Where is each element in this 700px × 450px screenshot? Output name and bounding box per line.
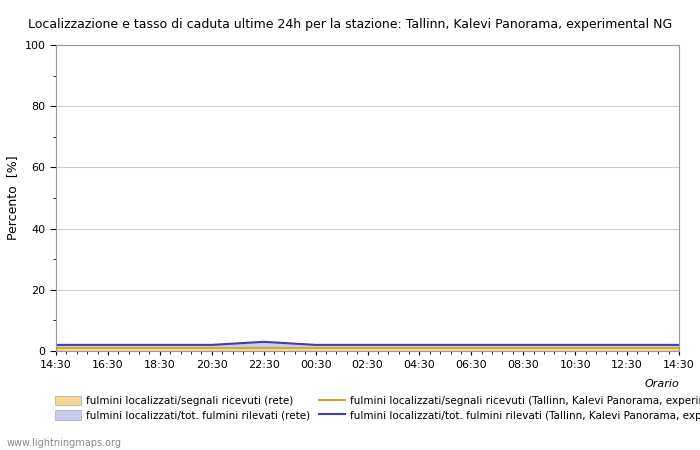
Text: www.lightningmaps.org: www.lightningmaps.org <box>7 438 122 448</box>
Text: Localizzazione e tasso di caduta ultime 24h per la stazione: Tallinn, Kalevi Pan: Localizzazione e tasso di caduta ultime … <box>28 18 672 31</box>
Y-axis label: Percento  [%]: Percento [%] <box>6 156 19 240</box>
Legend: fulmini localizzati/segnali ricevuti (rete), fulmini localizzati/tot. fulmini ri: fulmini localizzati/segnali ricevuti (re… <box>55 396 700 421</box>
Text: Orario: Orario <box>644 378 679 388</box>
